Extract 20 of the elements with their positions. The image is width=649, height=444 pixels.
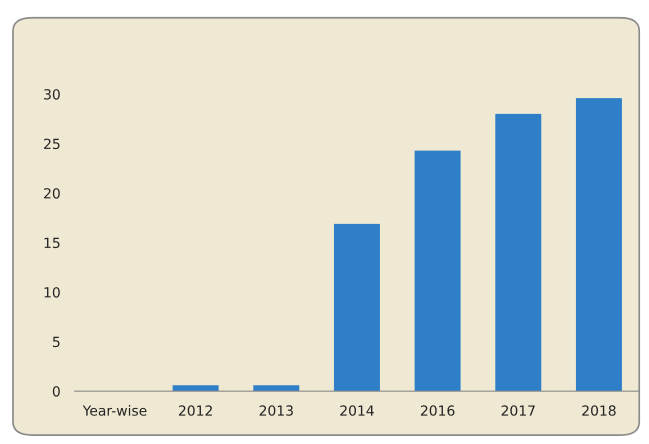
y-tick-label: 20	[44, 188, 60, 199]
y-tick-label: 5	[52, 336, 60, 348]
bar	[253, 385, 300, 392]
x-tick-label: 2013	[260, 405, 293, 416]
bar	[334, 224, 380, 392]
x-tick-label: 2017	[502, 405, 535, 416]
x-tick-label: 2018	[582, 405, 616, 416]
x-tick-label: Year-wise	[82, 405, 146, 416]
x-tick-label: 2014	[340, 405, 374, 416]
y-tick-label: 25	[44, 138, 60, 150]
y-tick-label: 0	[52, 386, 60, 397]
y-tick-label: 15	[44, 238, 60, 248]
y-tick-label: 10	[44, 287, 60, 298]
x-tick-label: 2016	[420, 405, 454, 416]
bar	[414, 150, 461, 392]
y-tick-label: 30	[44, 89, 60, 100]
bar	[172, 385, 219, 392]
bar	[495, 114, 542, 392]
bar	[576, 98, 622, 392]
x-tick-label: 2012	[178, 405, 212, 416]
